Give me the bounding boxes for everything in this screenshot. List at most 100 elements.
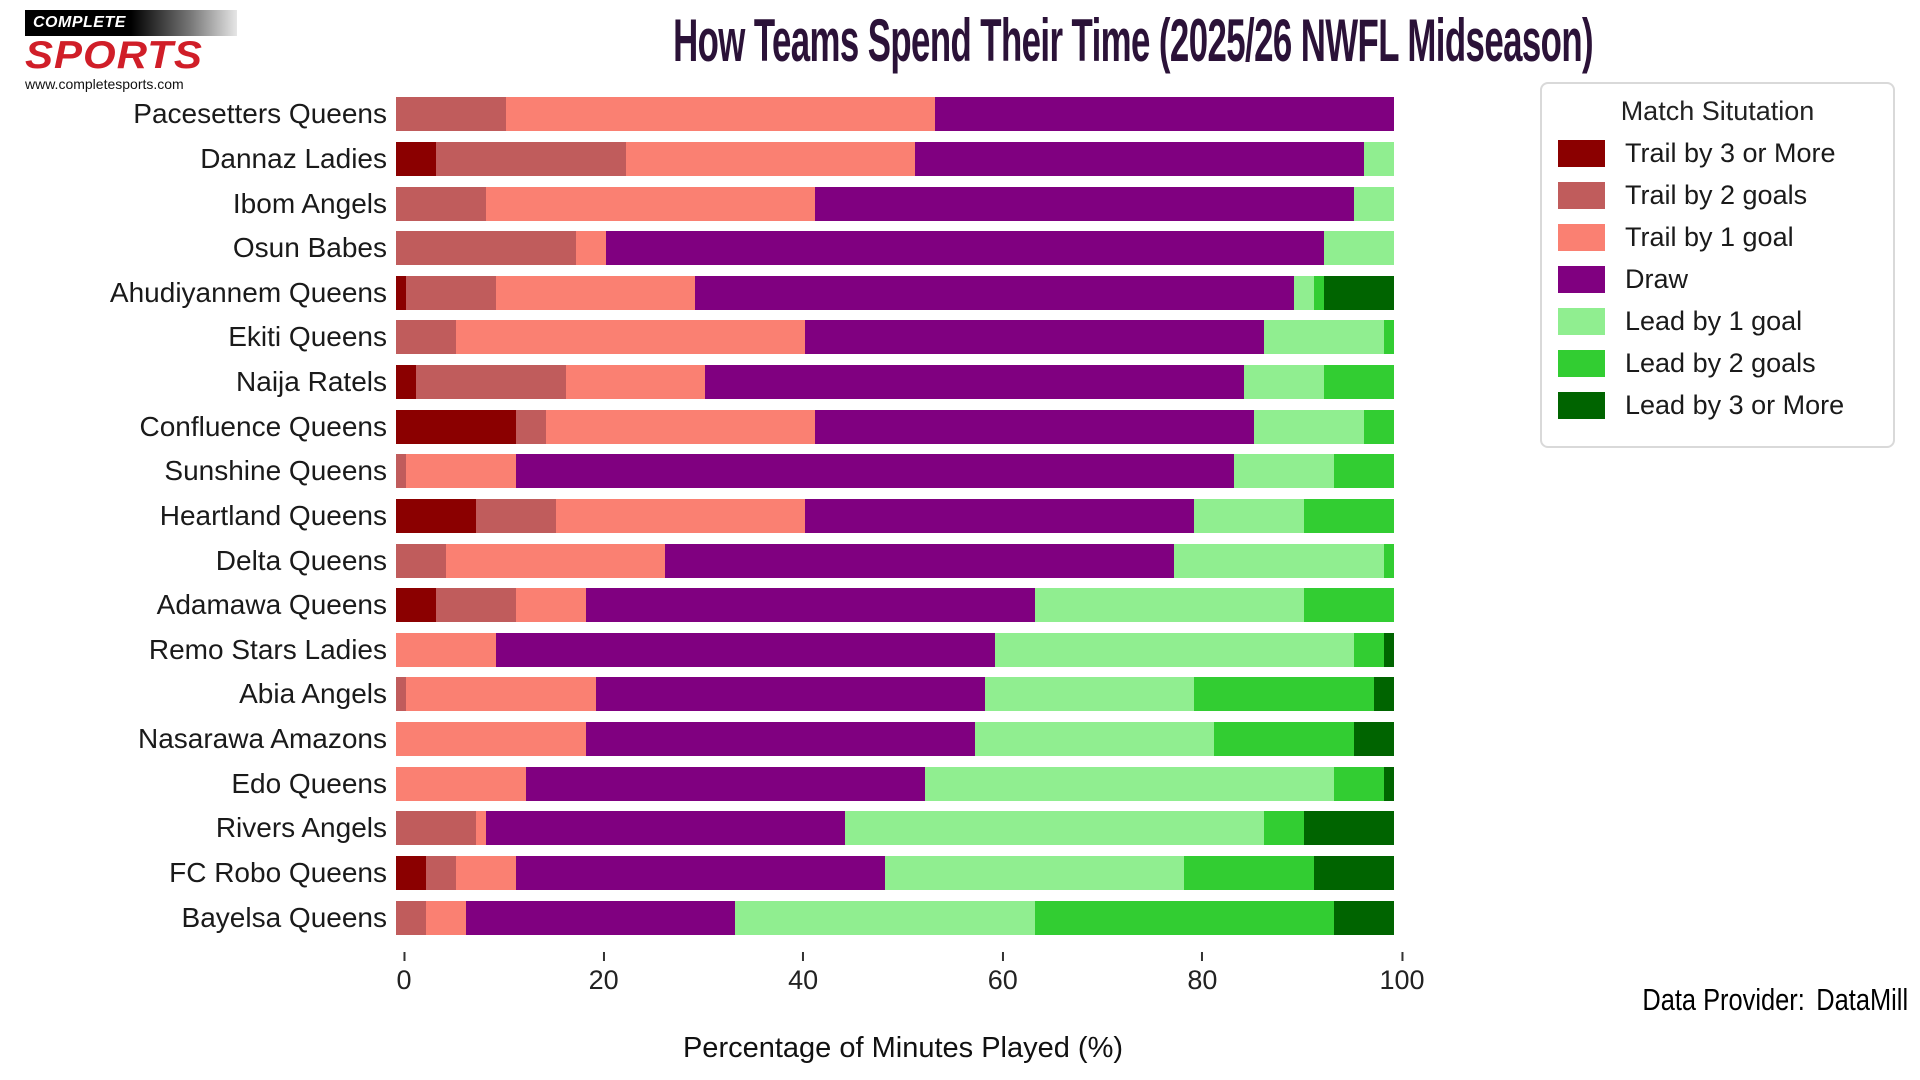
legend-items: Trail by 3 or More Trail by 2 goals Trail … xyxy=(1558,138,1877,421)
bar-segment xyxy=(1294,275,1315,310)
bar-segment xyxy=(1364,409,1394,444)
stacked-bar xyxy=(396,97,1394,132)
stacked-bar-chart: Pacesetters Queens Dannaz Ladies Ibom Ange… xyxy=(0,92,1402,940)
team-label: Ahudiyannem Queens xyxy=(109,276,387,308)
legend-label: Trail by 1 goal xyxy=(1625,222,1794,252)
legend-item: Trail by 1 goal xyxy=(1558,222,1877,253)
bar-segment xyxy=(1244,365,1325,400)
data-provider-value: DataMill xyxy=(1816,982,1908,1017)
bar-row: Nasarawa Amazons xyxy=(0,717,1402,762)
legend-label: Lead by 2 goals xyxy=(1625,348,1816,378)
stacked-bar xyxy=(396,231,1394,266)
bar-segment xyxy=(815,409,1255,444)
legend-item: Draw xyxy=(1558,264,1877,295)
legend-item: Lead by 3 or More xyxy=(1558,390,1877,421)
team-label: Bayelsa Queens xyxy=(181,901,387,933)
bar-segment xyxy=(396,498,476,533)
bar-segment xyxy=(515,855,885,890)
legend-label: Trail by 3 or More xyxy=(1625,138,1836,168)
bar-segment xyxy=(1194,498,1305,533)
x-tick-label: 60 xyxy=(987,965,1018,995)
bar-segment xyxy=(1383,543,1394,578)
bar-segment xyxy=(505,97,935,132)
completesports-logo: COMPLETE SPORTS www.completesports.com xyxy=(25,10,237,92)
bar-segment xyxy=(475,811,486,846)
team-label: Confluence Queens xyxy=(139,410,387,442)
bar-row: Bayelsa Queens xyxy=(0,895,1402,940)
team-label: Nasarawa Amazons xyxy=(137,723,387,755)
team-label: Ibom Angels xyxy=(232,187,387,219)
bar-segment xyxy=(1304,498,1394,533)
stacked-bar xyxy=(396,632,1394,667)
bar-segment xyxy=(1034,900,1335,935)
bar-segment xyxy=(585,722,975,757)
bar-segment xyxy=(445,543,666,578)
bar-segment xyxy=(396,722,586,757)
legend-label: Draw xyxy=(1625,264,1689,294)
bar-row: Heartland Queens xyxy=(0,494,1402,539)
bar-segment xyxy=(435,141,626,176)
bar-segment xyxy=(625,141,915,176)
bar-segment xyxy=(396,409,516,444)
x-tick-label: 100 xyxy=(1379,965,1425,995)
bar-segment xyxy=(485,811,846,846)
legend-item: Trail by 3 or More xyxy=(1558,138,1877,169)
bar-row: Edo Queens xyxy=(0,761,1402,806)
bar-segment xyxy=(396,186,486,221)
bar-segment xyxy=(396,320,456,355)
legend-swatch xyxy=(1558,140,1605,167)
bar-segment xyxy=(396,275,406,310)
bar-segment xyxy=(396,766,526,801)
stacked-bar xyxy=(396,722,1394,757)
x-tick-mark xyxy=(802,952,805,961)
bar-segment xyxy=(1384,320,1394,355)
bar-row: Abia Angels xyxy=(0,672,1402,717)
bar-segment xyxy=(415,365,566,400)
bar-segment xyxy=(1184,855,1315,890)
bar-row: Adamawa Queens xyxy=(0,583,1402,628)
bar-row: Rivers Angels xyxy=(0,806,1402,851)
stacked-bar xyxy=(396,811,1394,846)
bar-segment xyxy=(1304,588,1394,623)
bar-segment xyxy=(396,855,426,890)
legend-label: Trail by 2 goals xyxy=(1625,180,1808,210)
bar-segment xyxy=(396,543,446,578)
bar-segment xyxy=(1194,677,1374,712)
bar-row: Osun Babes xyxy=(0,226,1402,271)
bar-segment xyxy=(515,409,546,444)
bar-segment xyxy=(1383,766,1394,801)
bar-row: Confluence Queens xyxy=(0,404,1402,449)
bar-segment xyxy=(1354,632,1384,667)
bar-segment xyxy=(705,365,1245,400)
bar-segment xyxy=(885,855,1185,890)
bar-segment xyxy=(665,543,1175,578)
stacked-bar xyxy=(396,855,1394,890)
bar-segment xyxy=(1314,855,1394,890)
data-provider-label: Data Provider: xyxy=(1642,982,1805,1017)
x-tick: 20 xyxy=(589,952,619,996)
x-tick: 80 xyxy=(1187,952,1217,996)
stacked-bar xyxy=(396,498,1394,533)
bar-segment xyxy=(485,186,816,221)
team-label: Rivers Angels xyxy=(215,812,387,844)
x-tick: 0 xyxy=(396,952,412,996)
bar-segment xyxy=(1324,365,1394,400)
bar-segment xyxy=(396,588,436,623)
x-tick: 60 xyxy=(988,952,1018,996)
stacked-bar xyxy=(396,365,1394,400)
logo-url-text: www.completesports.com xyxy=(25,76,184,92)
stacked-bar xyxy=(396,275,1394,310)
bar-row: Ahudiyannem Queens xyxy=(0,271,1402,316)
legend-swatch xyxy=(1558,308,1605,335)
stacked-bar xyxy=(396,543,1394,578)
legend-swatch xyxy=(1558,182,1605,209)
logo-top-strip: COMPLETE xyxy=(25,10,237,36)
bar-segment xyxy=(1364,141,1394,176)
bar-segment xyxy=(455,320,806,355)
bar-row: Delta Queens xyxy=(0,538,1402,583)
bar-segment xyxy=(805,498,1195,533)
bar-segment xyxy=(805,320,1265,355)
x-tick-label: 20 xyxy=(588,965,619,995)
bar-segment xyxy=(575,231,606,266)
bar-segment xyxy=(1354,186,1394,221)
